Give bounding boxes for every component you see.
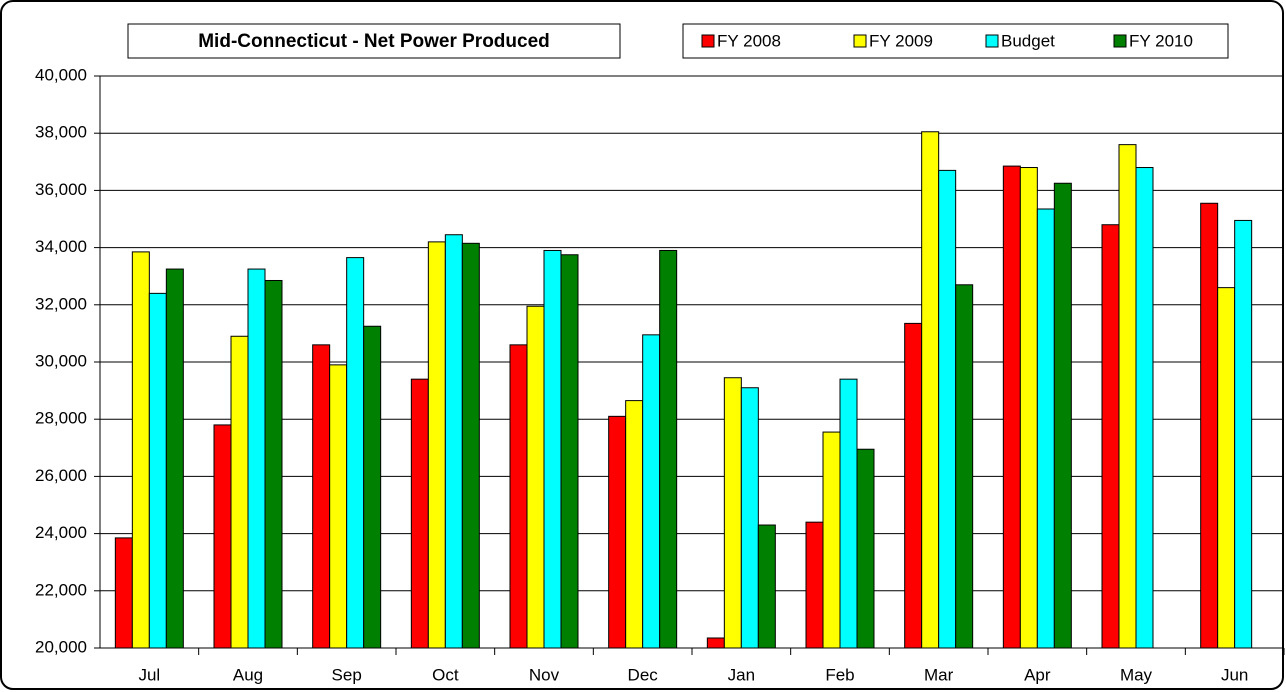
y-tick-label: 24,000 — [35, 523, 87, 542]
title-box — [127, 23, 621, 59]
x-tick-label: May — [1120, 665, 1153, 684]
bar — [312, 344, 331, 649]
bar — [410, 378, 429, 649]
x-tick-label: Jan — [728, 665, 755, 684]
bar — [264, 279, 283, 649]
bar — [938, 169, 957, 649]
bar — [1234, 219, 1253, 649]
bar — [363, 325, 382, 649]
bar — [560, 254, 579, 649]
legend-swatch — [701, 34, 715, 48]
x-tick-label: Apr — [1024, 665, 1051, 684]
legend-label: FY 2008 — [717, 31, 781, 50]
bar — [148, 292, 167, 649]
bar — [427, 241, 446, 649]
legend-swatch — [985, 34, 999, 48]
bar — [509, 344, 528, 649]
bar — [213, 424, 232, 649]
y-tick-label: 26,000 — [35, 466, 87, 485]
bar — [444, 234, 463, 649]
x-tick-label: Jun — [1221, 665, 1248, 684]
bar — [642, 334, 661, 649]
y-tick-label: 36,000 — [35, 180, 87, 199]
legend-swatch — [1113, 34, 1127, 48]
bar — [805, 521, 824, 649]
bar — [955, 284, 974, 649]
bar — [346, 257, 365, 649]
y-tick-label: 34,000 — [35, 237, 87, 256]
bar — [230, 335, 249, 649]
x-tick-label: Aug — [233, 665, 263, 684]
bar — [1019, 167, 1038, 649]
bar — [856, 448, 875, 649]
bar — [1101, 224, 1120, 649]
legend-label: FY 2009 — [869, 31, 933, 50]
x-tick-label: Sep — [332, 665, 362, 684]
y-tick-label: 30,000 — [35, 351, 87, 370]
bar — [904, 322, 923, 649]
x-tick-label: Feb — [825, 665, 854, 684]
bar — [461, 242, 480, 649]
bar — [114, 537, 133, 649]
y-tick-label: 38,000 — [35, 123, 87, 142]
legend-label: Budget — [1001, 31, 1055, 50]
bar — [329, 364, 348, 649]
bar — [625, 400, 644, 649]
bar — [723, 377, 742, 649]
bar — [526, 305, 545, 649]
y-tick-label: 20,000 — [35, 637, 87, 656]
bar — [839, 378, 858, 649]
bar — [608, 415, 627, 649]
bar — [921, 131, 940, 649]
y-tick-label: 40,000 — [35, 65, 87, 84]
x-tick-label: Oct — [432, 665, 459, 684]
bar — [1200, 202, 1219, 649]
bar — [1217, 287, 1236, 649]
bar — [131, 251, 150, 649]
bar — [706, 637, 725, 649]
x-tick-label: Jul — [138, 665, 160, 684]
bar — [659, 249, 678, 649]
bar — [543, 249, 562, 649]
bar — [247, 268, 266, 649]
bar — [822, 431, 841, 649]
y-tick-label: 22,000 — [35, 580, 87, 599]
legend-box — [682, 23, 1229, 59]
bar — [1135, 167, 1154, 649]
bar — [165, 268, 184, 649]
bar — [740, 387, 759, 649]
chart-title: Mid-Connecticut - Net Power Produced — [198, 31, 550, 52]
bar — [1002, 165, 1021, 649]
legend-swatch — [853, 34, 867, 48]
bar — [1118, 144, 1137, 649]
bar — [757, 524, 776, 649]
y-tick-label: 28,000 — [35, 409, 87, 428]
bar — [1036, 208, 1055, 649]
y-tick-label: 32,000 — [35, 294, 87, 313]
bar — [1053, 182, 1072, 649]
x-tick-label: Nov — [529, 665, 560, 684]
x-tick-label: Dec — [628, 665, 659, 684]
x-tick-label: Mar — [924, 665, 954, 684]
legend-label: FY 2010 — [1129, 31, 1193, 50]
